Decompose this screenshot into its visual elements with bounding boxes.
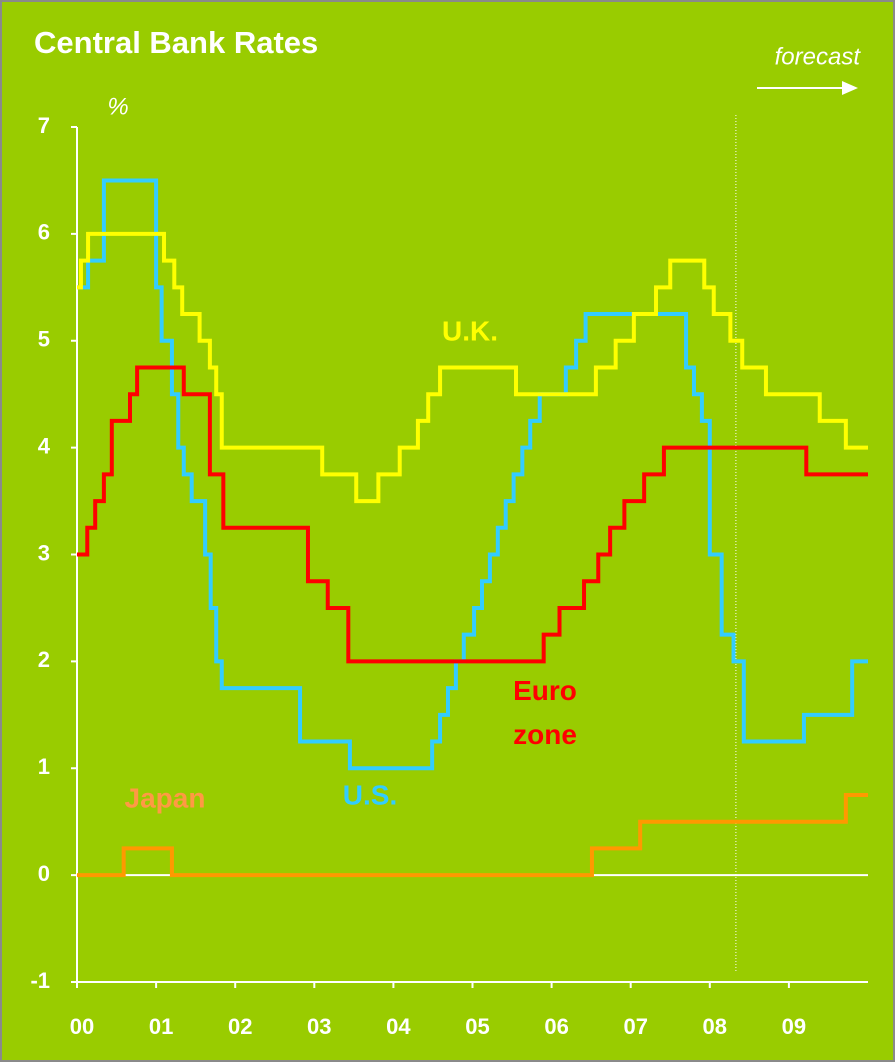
- series-label-line: zone: [513, 719, 577, 750]
- x-tick-label: 07: [623, 1014, 647, 1039]
- y-tick-label: 4: [38, 433, 51, 458]
- x-tick-label: 02: [228, 1014, 252, 1039]
- x-tick-label: 09: [782, 1014, 806, 1039]
- forecast-arrowhead: [842, 81, 858, 95]
- x-tick-label: 03: [307, 1014, 331, 1039]
- rate-line: [77, 365, 868, 664]
- y-tick-label: 0: [38, 861, 50, 886]
- series-label: U.K.: [442, 315, 498, 346]
- x-tick-label: 08: [703, 1014, 727, 1039]
- x-tick-label: 04: [386, 1014, 411, 1039]
- x-tick-label: 06: [544, 1014, 568, 1039]
- y-tick-label: 1: [38, 754, 50, 779]
- series-label-line: Euro: [513, 675, 577, 706]
- y-tick-label: 6: [38, 220, 50, 245]
- series-label: U.S.: [343, 779, 397, 810]
- y-tick-label: -1: [30, 968, 50, 993]
- y-tick-label: 3: [38, 540, 50, 565]
- rate-line: [77, 792, 868, 878]
- x-tick-label: 05: [465, 1014, 489, 1039]
- y-tick-label: 7: [38, 113, 50, 138]
- series-label: Euro zone: [513, 675, 577, 750]
- y-tick-label: 5: [38, 327, 50, 352]
- series-label: Japan: [125, 782, 206, 813]
- y-tick-label: 2: [38, 647, 50, 672]
- x-tick-label: 00: [70, 1014, 94, 1039]
- chart-title: Central Bank Rates: [34, 25, 318, 60]
- rate-line: [77, 178, 868, 771]
- forecast-label: forecast: [775, 43, 862, 70]
- rate-line: [77, 231, 868, 504]
- x-tick-label: 01: [149, 1014, 173, 1039]
- y-axis-label: %: [107, 93, 128, 120]
